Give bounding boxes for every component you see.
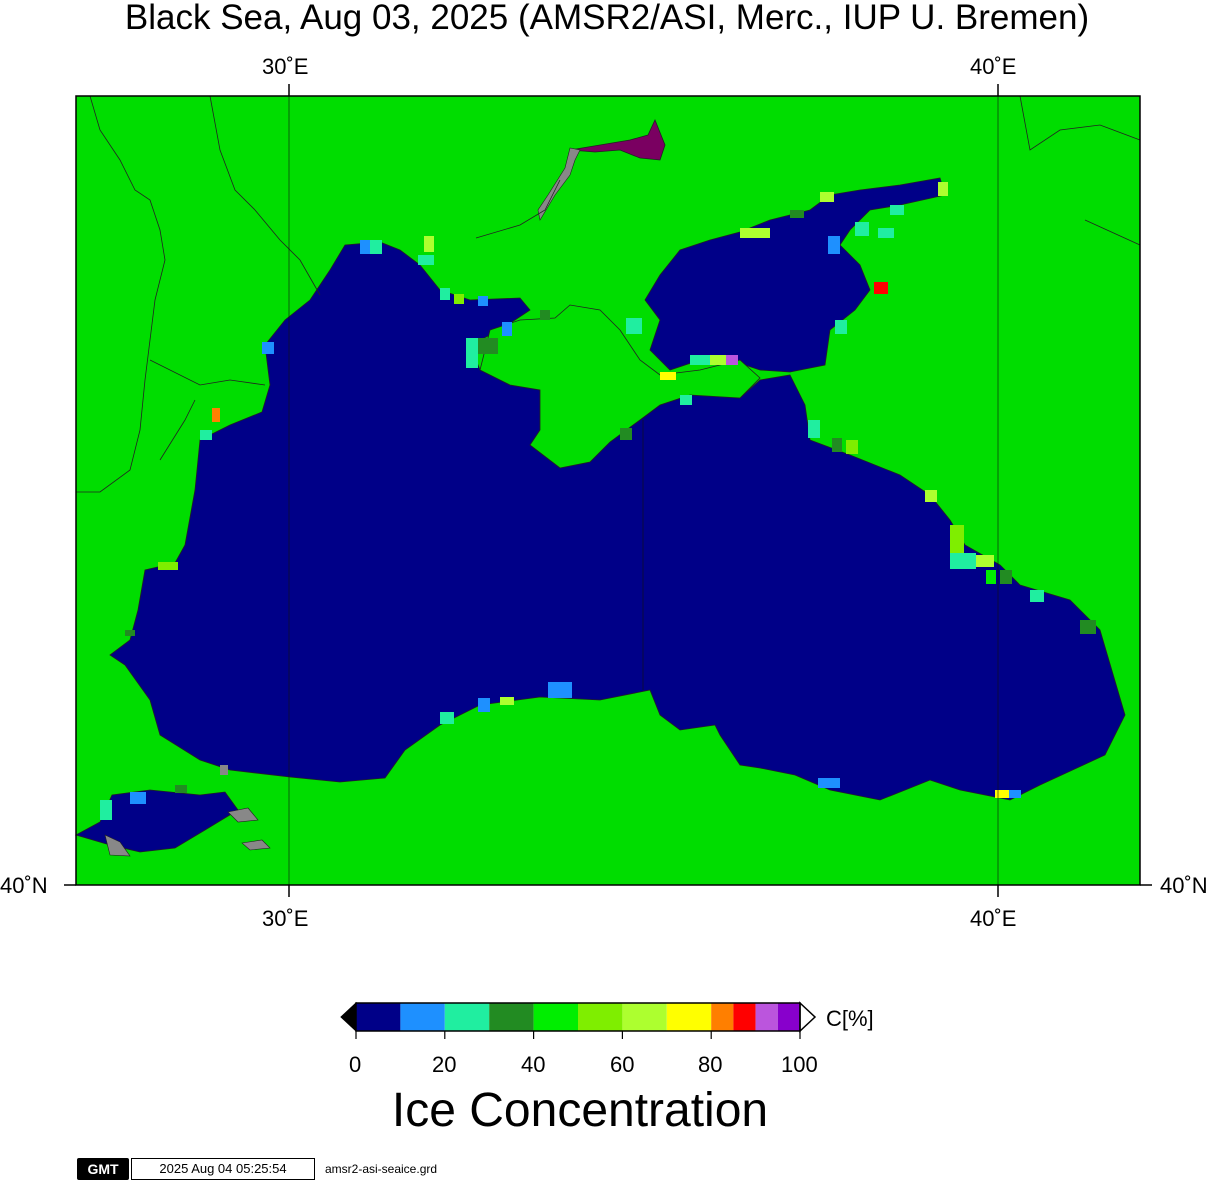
colorbar-bin bbox=[666, 1003, 712, 1031]
colorbar-bin bbox=[400, 1003, 445, 1031]
colorbar-tick-80: 80 bbox=[698, 1052, 723, 1077]
axis-ticks bbox=[64, 84, 1152, 897]
colorbar-bin bbox=[533, 1003, 578, 1031]
masked-land-grey-marmara-2 bbox=[241, 839, 271, 851]
gmt-logo: GMT bbox=[77, 1158, 129, 1180]
colorbar-unit: C[%] bbox=[826, 1006, 874, 1031]
colorbar-bin bbox=[711, 1003, 734, 1031]
sea-of-marmara-water bbox=[74, 789, 239, 853]
lon-label-bottom-30: 30˚E bbox=[262, 906, 309, 931]
colorbar-bin bbox=[622, 1003, 667, 1031]
timestamp: 2025 Aug 04 05:25:54 bbox=[131, 1158, 315, 1180]
country-borders bbox=[76, 95, 1141, 493]
lon-label-top-40: 40˚E bbox=[970, 54, 1017, 79]
lat-label-right-40: 40˚N bbox=[1160, 873, 1208, 898]
colorbar-tick-20: 20 bbox=[432, 1052, 457, 1077]
colorbar bbox=[356, 1003, 800, 1031]
colorbar-ticks bbox=[355, 1031, 801, 1039]
colorbar-bin bbox=[777, 1003, 800, 1031]
colorbar-bin bbox=[578, 1003, 623, 1031]
azov-inner-lagoon bbox=[569, 118, 666, 161]
map-frame bbox=[75, 95, 1141, 886]
map-title: Black Sea, Aug 03, 2025 (AMSR2/ASI, Merc… bbox=[124, 0, 1090, 37]
colorbar-tick-100: 100 bbox=[781, 1052, 818, 1077]
coastal-concentration-pixels bbox=[100, 182, 1096, 820]
colorbar-frame bbox=[355, 1002, 801, 1032]
colorbar-tick-60: 60 bbox=[610, 1052, 635, 1077]
masked-land-grey-marmara-1 bbox=[227, 807, 259, 823]
colorbar-bin bbox=[489, 1003, 534, 1031]
lon-label-top-30: 30˚E bbox=[262, 54, 309, 79]
masked-land-grey-north bbox=[537, 147, 581, 221]
masked-land-grey-marmara-3 bbox=[104, 834, 131, 857]
colorbar-bin bbox=[755, 1003, 778, 1031]
crimea-peninsula bbox=[479, 304, 761, 469]
lat-label-left-40: 40˚N bbox=[0, 873, 48, 898]
colorbar-title: Ice Concentration bbox=[391, 1084, 769, 1137]
graticule bbox=[288, 96, 999, 885]
colorbar-left-triangle bbox=[340, 1001, 357, 1033]
colorbar-tick-40: 40 bbox=[521, 1052, 546, 1077]
lon-label-bottom-40: 40˚E bbox=[970, 906, 1017, 931]
grid-filename: amsr2-asi-seaice.grd bbox=[325, 1162, 438, 1176]
colorbar-right-triangle bbox=[799, 1001, 817, 1033]
colorbar-bin bbox=[444, 1003, 490, 1031]
colorbar-bin bbox=[356, 1003, 401, 1031]
colorbar-tick-0: 0 bbox=[349, 1052, 362, 1077]
colorbar-bin bbox=[733, 1003, 756, 1031]
